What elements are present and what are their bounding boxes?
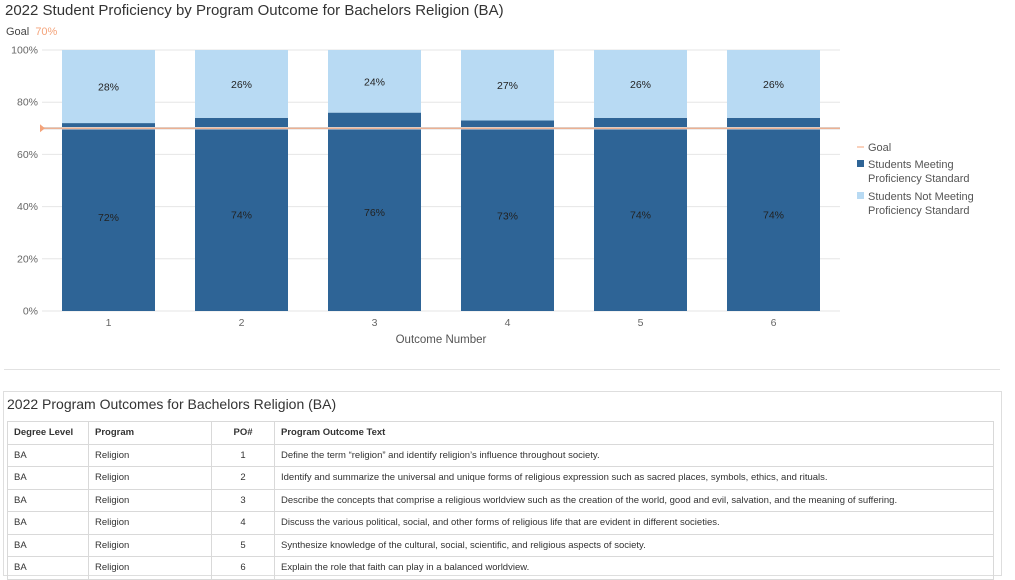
legend-meeting-label-line1: Students Meeting xyxy=(868,159,954,171)
cell-po-number: 6 xyxy=(211,556,275,580)
bar-meeting xyxy=(195,117,288,311)
y-tick-label: 60% xyxy=(17,149,38,161)
y-tick-label: 0% xyxy=(23,306,38,318)
table-row: BA Religion 6 Explain the role that fait… xyxy=(7,556,994,580)
data-label-meeting: 74% xyxy=(630,209,651,221)
data-label-not-meeting: 28% xyxy=(98,82,119,94)
cell-degree-level: BA xyxy=(7,443,89,467)
outcomes-table-panel: 2022 Program Outcomes for Bachelors Reli… xyxy=(3,391,1002,580)
goal-marker xyxy=(40,124,45,133)
data-label-not-meeting: 27% xyxy=(497,80,518,92)
cell-degree-level: BA xyxy=(7,466,89,490)
cell-po-number: 3 xyxy=(211,488,275,512)
bar-not-meeting xyxy=(328,50,421,113)
table-row: BA Religion 5 Synthesize knowledge of th… xyxy=(7,533,994,557)
cell-outcome-text: Describe the concepts that comprise a re… xyxy=(274,488,994,512)
cell-outcome-text: Discuss the various political, social, a… xyxy=(274,511,994,535)
cell-po-number: 1 xyxy=(211,443,275,467)
cell-po-number: 2 xyxy=(211,466,275,490)
y-tick-label: 40% xyxy=(17,201,38,213)
data-label-not-meeting: 26% xyxy=(630,79,651,91)
bar-not-meeting xyxy=(727,50,820,118)
data-label-meeting: 72% xyxy=(98,212,119,224)
header-po-number[interactable]: PO# xyxy=(211,421,275,445)
y-tick-label: 80% xyxy=(17,97,38,109)
cell-outcome-text: Synthesize knowledge of the cultural, so… xyxy=(274,533,994,557)
section-divider xyxy=(4,369,1000,370)
bar-not-meeting xyxy=(461,50,554,121)
table-row: BA Religion 3 Describe the concepts that… xyxy=(7,488,994,512)
outcomes-table: Degree Level Program PO# Program Outcome… xyxy=(7,421,994,580)
cell-outcome-text: Explain the role that faith can play in … xyxy=(274,556,994,580)
goal-caption-value: 70% xyxy=(35,26,58,38)
cell-degree-level: BA xyxy=(7,556,89,580)
header-program[interactable]: Program xyxy=(88,421,212,445)
bar-meeting xyxy=(461,120,554,311)
cell-po-number: 4 xyxy=(211,511,275,535)
bar-meeting xyxy=(62,123,155,311)
legend-not-meeting-swatch xyxy=(857,192,864,199)
table-row: BA Religion 2 Identify and summarize the… xyxy=(7,466,994,490)
chart-title: 2022 Student Proficiency by Program Outc… xyxy=(5,2,504,19)
data-label-meeting: 74% xyxy=(763,209,784,221)
x-tick-label: 4 xyxy=(505,317,511,329)
bar-not-meeting xyxy=(62,50,155,124)
y-tick-label: 20% xyxy=(17,253,38,265)
cell-program: Religion xyxy=(88,511,212,535)
legend-meeting-swatch xyxy=(857,160,864,167)
legend-meeting-label-line2: Proficiency Standard xyxy=(868,173,970,185)
proficiency-chart: 0% 20% 40% 60% 80% 100% 72% 28% 1 74% 26% 2 76% 24% 3 7… xyxy=(11,45,974,347)
cell-po-number: 5 xyxy=(211,533,275,557)
outcomes-table-title: 2022 Program Outcomes for Bachelors Reli… xyxy=(7,396,337,412)
goal-caption: Goal 70% xyxy=(6,26,57,38)
bar-not-meeting xyxy=(195,50,288,118)
cell-program: Religion xyxy=(88,466,212,490)
table-row: BA Religion 4 Discuss the various politi… xyxy=(7,511,994,535)
legend-goal-label: Goal xyxy=(868,142,891,154)
bar-meeting xyxy=(328,112,421,311)
x-tick-label: 2 xyxy=(239,317,245,329)
y-tick-label: 100% xyxy=(11,45,38,57)
cell-program: Religion xyxy=(88,488,212,512)
cell-program: Religion xyxy=(88,443,212,467)
cell-outcome-text: Identify and summarize the universal and… xyxy=(274,466,994,490)
x-tick-label: 6 xyxy=(771,317,777,329)
legend-not-meeting-label-line2: Proficiency Standard xyxy=(868,205,970,217)
data-label-not-meeting: 26% xyxy=(763,79,784,91)
cell-degree-level: BA xyxy=(7,488,89,512)
header-degree-level[interactable]: Degree Level xyxy=(7,421,89,445)
data-label-meeting: 74% xyxy=(231,209,252,221)
cell-degree-level: BA xyxy=(7,511,89,535)
table-header-row: Degree Level Program PO# Program Outcome… xyxy=(7,421,994,445)
x-axis-title: Outcome Number xyxy=(396,334,487,346)
bar-not-meeting xyxy=(594,50,687,118)
data-label-meeting: 76% xyxy=(364,207,385,219)
cell-outcome-text: Define the term “religion” and identify … xyxy=(274,443,994,467)
legend-not-meeting-label-line1: Students Not Meeting xyxy=(868,191,974,203)
bar-meeting xyxy=(594,117,687,311)
x-tick-label: 1 xyxy=(106,317,112,329)
goal-caption-label: Goal xyxy=(6,26,30,38)
cell-program: Religion xyxy=(88,556,212,580)
cell-program: Religion xyxy=(88,533,212,557)
data-label-not-meeting: 24% xyxy=(364,76,385,88)
header-outcome-text[interactable]: Program Outcome Text xyxy=(274,421,994,445)
x-tick-label: 3 xyxy=(372,317,378,329)
bar-meeting xyxy=(727,117,820,311)
data-label-meeting: 73% xyxy=(497,211,518,223)
table-row: BA Religion 1 Define the term “religion”… xyxy=(7,443,994,467)
data-label-not-meeting: 26% xyxy=(231,79,252,91)
cell-degree-level: BA xyxy=(7,533,89,557)
x-tick-label: 5 xyxy=(638,317,644,329)
